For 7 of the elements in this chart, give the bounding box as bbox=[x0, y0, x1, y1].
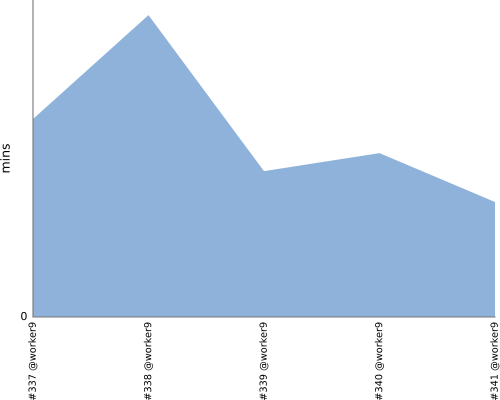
y-axis-title: mins bbox=[0, 144, 10, 172]
x-tick-label: #341 @worker9 bbox=[490, 322, 500, 400]
x-tick-label: #337 @worker9 bbox=[28, 322, 38, 400]
x-tick-label: #338 @worker9 bbox=[144, 322, 153, 400]
x-tick-label: #339 @worker9 bbox=[259, 322, 268, 400]
x-tick-label: #340 @worker9 bbox=[374, 322, 384, 400]
text: 0 bbox=[21, 312, 27, 320]
